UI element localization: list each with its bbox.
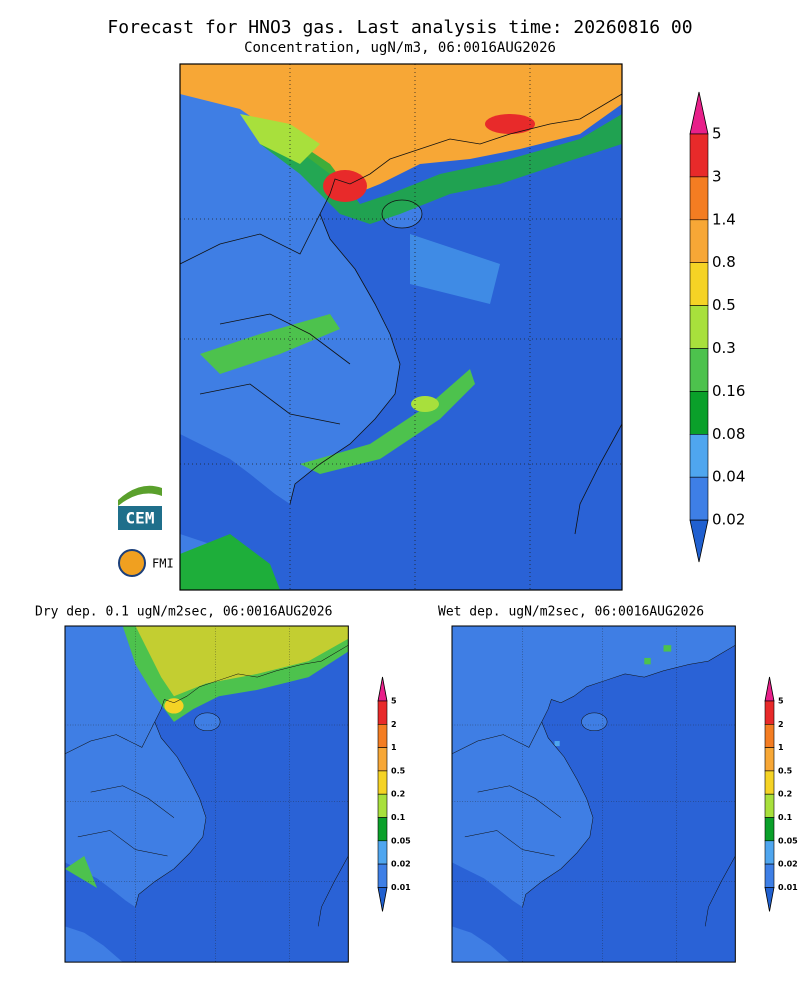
colorbar-label: 0.02 (391, 860, 411, 869)
colorbar-label: 0.5 (778, 766, 793, 775)
colorbar-tip (764, 676, 775, 702)
colorbar-segment (689, 133, 709, 178)
colorbar-label: 0.05 (778, 836, 798, 845)
colorbar-label: 1 (778, 743, 784, 752)
colorbar-tip (689, 519, 709, 563)
colorbar-label: 0.02 (778, 860, 798, 869)
colorbar-label: 0.01 (391, 883, 411, 892)
colorbar-label: 0.8 (712, 253, 736, 271)
colorbar-segment (689, 391, 709, 435)
colorbar-segment (689, 348, 709, 392)
colorbar-label: 3 (712, 167, 722, 185)
colorbar-label: 1.4 (712, 210, 736, 228)
colorbar-segment (764, 770, 775, 795)
title: Forecast for HNO3 gas. Last analysis tim… (107, 17, 692, 38)
colorbar-label: 0.5 (712, 296, 736, 314)
colorbar-segment (377, 747, 388, 772)
colorbar-tip (377, 676, 388, 702)
colorbar-segment (764, 700, 775, 725)
colorbar-segment (764, 723, 775, 748)
colorbar-label: 5 (391, 697, 397, 706)
wet-map (451, 625, 736, 963)
colorbar-tip (689, 91, 709, 135)
colorbar-segment (689, 433, 709, 478)
dry-map (64, 625, 349, 963)
colorbar-label: 0.1 (391, 813, 406, 822)
colorbar-segment (377, 863, 388, 888)
colorbar-segment (689, 176, 709, 221)
colorbar-segment (764, 793, 775, 818)
colorbar-tip (764, 887, 775, 912)
colorbar-label: 0.3 (712, 339, 736, 357)
fmi-logo: FMI (118, 549, 174, 577)
colorbar-label: 0.04 (712, 468, 745, 486)
colorbar-label: 0.5 (391, 766, 406, 775)
colorbar-segment (764, 747, 775, 772)
colorbar-label: 0.2 (391, 790, 405, 799)
colorbar-segment (377, 793, 388, 818)
colorbar-segment (764, 817, 775, 842)
colorbar-label: 0.1 (778, 813, 793, 822)
colorbar-label: 2 (391, 720, 397, 729)
colorbar-label: 0.01 (778, 883, 798, 892)
colorbar-label: 0.16 (712, 382, 745, 400)
colorbar-segment (377, 700, 388, 725)
colorbar-segment (689, 305, 709, 349)
colorbars: 5 3 1.4 0.8 0.5 0.3 0.16 0.08 0.04 0.02 5 2 1 0.5 0.2 0… (377, 91, 798, 912)
subtitle: Concentration, ugN/m3, 06:0016AUG2026 (244, 40, 556, 56)
dry-title: Dry dep. 0.1 ugN/m2sec, 06:0016AUG2026 (35, 605, 332, 620)
fmi-label: FMI (152, 557, 174, 571)
colorbar-segment (689, 219, 709, 264)
colorbar-label: 0.08 (712, 425, 745, 443)
colorbar-segment (689, 476, 709, 521)
colorbar-segment (377, 723, 388, 748)
colorbar-segment (764, 863, 775, 888)
colorbar-label: 0.02 (712, 511, 745, 529)
colorbar-segment (377, 817, 388, 842)
wet-title: Wet dep. ugN/m2sec, 06:0016AUG2026 (438, 605, 704, 620)
colorbar-label: 0.2 (778, 790, 792, 799)
colorbar-tip (377, 887, 388, 912)
colorbar-label: 2 (778, 720, 784, 729)
colorbar-label: 1 (391, 743, 397, 752)
colorbar-segment (689, 262, 709, 306)
colorbar-label: 0.05 (391, 836, 411, 845)
colorbar-segment (377, 840, 388, 865)
colorbar-segment (764, 840, 775, 865)
cem-logo: CEM (118, 485, 162, 530)
main-map (179, 63, 623, 591)
colorbar-label: 5 (712, 125, 722, 143)
colorbar-label: 5 (778, 697, 784, 706)
cem-label: CEM (126, 509, 155, 528)
colorbar-segment (377, 770, 388, 795)
